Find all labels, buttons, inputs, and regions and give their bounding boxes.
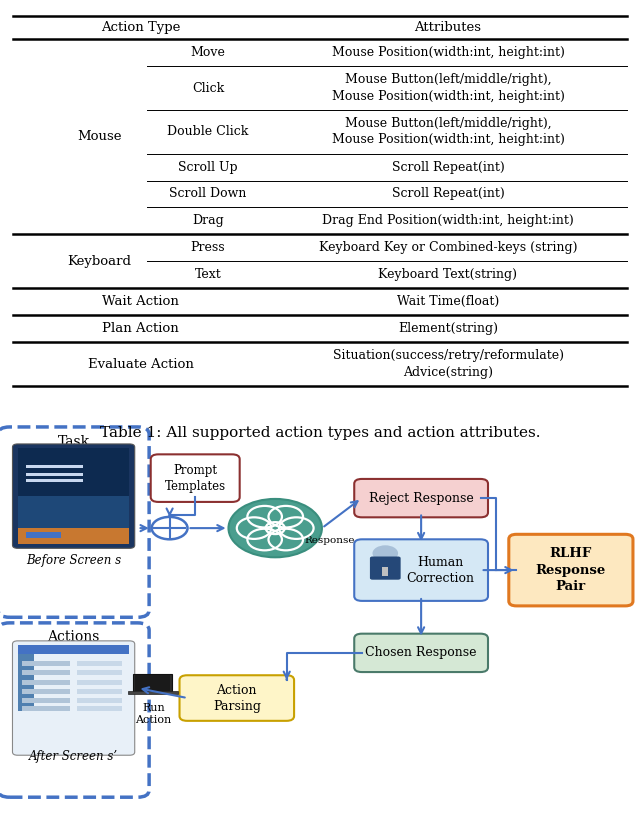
Text: Action
Parsing: Action Parsing: [212, 684, 261, 712]
Text: Scroll Down: Scroll Down: [170, 188, 246, 201]
Text: Drag: Drag: [192, 215, 224, 228]
FancyBboxPatch shape: [13, 444, 135, 548]
Text: Mouse Button(left/middle/right),
Mouse Position(width:int, height:int): Mouse Button(left/middle/right), Mouse P…: [332, 73, 564, 103]
FancyBboxPatch shape: [22, 670, 70, 676]
Text: Move: Move: [191, 47, 225, 60]
Text: Scroll Repeat(int): Scroll Repeat(int): [392, 188, 504, 201]
FancyBboxPatch shape: [22, 689, 70, 694]
FancyBboxPatch shape: [18, 448, 129, 496]
FancyBboxPatch shape: [133, 674, 172, 692]
Circle shape: [372, 545, 398, 561]
Text: Run
Action: Run Action: [136, 703, 172, 725]
FancyBboxPatch shape: [22, 661, 70, 666]
Text: Actions: Actions: [47, 630, 100, 644]
Text: Evaluate Action: Evaluate Action: [88, 357, 194, 370]
FancyBboxPatch shape: [355, 479, 488, 517]
FancyBboxPatch shape: [77, 661, 122, 666]
Text: Wait Action: Wait Action: [102, 295, 179, 308]
Text: Keyboard Key or Combined-keys (string): Keyboard Key or Combined-keys (string): [319, 242, 577, 255]
FancyBboxPatch shape: [18, 654, 34, 712]
Text: Press: Press: [191, 242, 225, 255]
FancyBboxPatch shape: [77, 689, 122, 694]
Text: Scroll Repeat(int): Scroll Repeat(int): [392, 161, 504, 174]
FancyBboxPatch shape: [18, 528, 129, 544]
Circle shape: [152, 517, 188, 539]
FancyBboxPatch shape: [77, 698, 122, 703]
FancyBboxPatch shape: [22, 706, 70, 712]
Text: Click: Click: [192, 82, 224, 95]
FancyBboxPatch shape: [22, 680, 70, 685]
FancyBboxPatch shape: [151, 455, 240, 502]
FancyBboxPatch shape: [77, 680, 122, 685]
Text: Human
Correction: Human Correction: [406, 556, 474, 584]
Text: Plan Action: Plan Action: [102, 322, 179, 335]
FancyBboxPatch shape: [135, 676, 170, 691]
Text: RLHF
Response
Pair: RLHF Response Pair: [536, 547, 606, 593]
FancyBboxPatch shape: [0, 427, 149, 617]
FancyBboxPatch shape: [370, 557, 401, 579]
Text: Mouse Position(width:int, height:int): Mouse Position(width:int, height:int): [332, 47, 564, 60]
FancyBboxPatch shape: [355, 539, 488, 601]
Text: Mouse Button(left/middle/right),
Mouse Position(width:int, height:int): Mouse Button(left/middle/right), Mouse P…: [332, 117, 564, 147]
FancyBboxPatch shape: [26, 532, 61, 538]
FancyBboxPatch shape: [18, 496, 129, 528]
FancyBboxPatch shape: [13, 641, 135, 756]
FancyBboxPatch shape: [77, 706, 122, 712]
FancyBboxPatch shape: [26, 479, 83, 482]
Text: Mouse: Mouse: [77, 131, 122, 144]
Text: Table 1: All supported action types and action attributes.: Table 1: All supported action types and …: [100, 426, 540, 440]
Circle shape: [228, 499, 322, 557]
FancyBboxPatch shape: [509, 534, 633, 606]
Text: Keyboard: Keyboard: [67, 255, 131, 268]
Text: Element(string): Element(string): [398, 322, 498, 335]
Text: Before Screen s: Before Screen s: [26, 554, 121, 567]
Text: Action Type: Action Type: [101, 21, 180, 34]
Text: Chosen Response: Chosen Response: [365, 646, 477, 659]
FancyBboxPatch shape: [26, 465, 83, 468]
Text: Wait Time(float): Wait Time(float): [397, 295, 499, 308]
FancyBboxPatch shape: [18, 645, 129, 654]
Text: Keyboard Text(string): Keyboard Text(string): [378, 268, 518, 282]
Text: Double Click: Double Click: [167, 125, 249, 138]
Text: Task: Task: [58, 435, 90, 449]
FancyBboxPatch shape: [355, 634, 488, 672]
Text: After Screen s’: After Screen s’: [29, 751, 118, 763]
FancyBboxPatch shape: [26, 473, 83, 477]
FancyBboxPatch shape: [0, 623, 149, 797]
FancyBboxPatch shape: [382, 567, 388, 576]
FancyBboxPatch shape: [22, 698, 70, 703]
Text: Prompt
Templates: Prompt Templates: [164, 463, 226, 493]
Text: Reject Response: Reject Response: [369, 491, 474, 504]
Text: Scroll Up: Scroll Up: [178, 161, 238, 174]
FancyBboxPatch shape: [179, 676, 294, 721]
FancyBboxPatch shape: [77, 670, 122, 676]
Text: Response: Response: [305, 536, 355, 545]
Text: Situation(success/retry/reformulate)
Advice(string): Situation(success/retry/reformulate) Adv…: [333, 349, 563, 379]
Text: Drag End Position(width:int, height:int): Drag End Position(width:int, height:int): [322, 215, 574, 228]
FancyBboxPatch shape: [128, 691, 178, 694]
Text: Attributes: Attributes: [415, 21, 481, 34]
Text: Text: Text: [195, 268, 221, 282]
